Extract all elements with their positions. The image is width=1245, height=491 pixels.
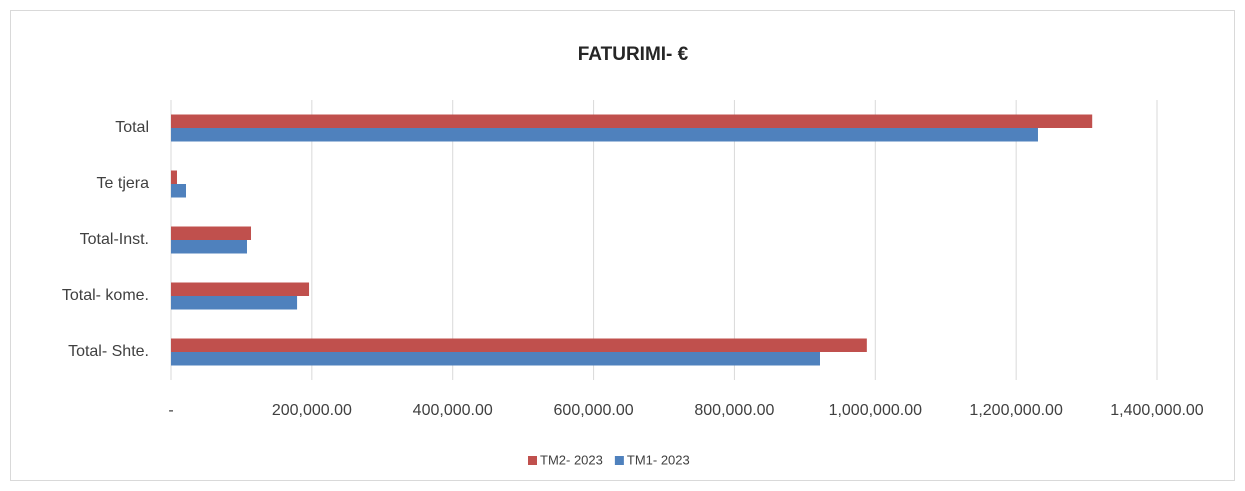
- legend-label: TM2- 2023: [540, 452, 603, 467]
- x-tick-label: 800,000.00: [694, 402, 774, 419]
- x-tick-label: 1,200,000.00: [969, 402, 1063, 419]
- y-tick-label: Total-Inst.: [80, 231, 149, 248]
- y-tick-label: Total: [115, 119, 149, 136]
- bar: [171, 226, 252, 240]
- bar: [171, 240, 247, 254]
- bar: [171, 338, 867, 352]
- y-tick-label: Total- Shte.: [68, 343, 149, 360]
- x-tick-label: 200,000.00: [272, 402, 352, 419]
- bar: [171, 184, 187, 198]
- bar: [171, 128, 1038, 142]
- legend-swatch: [528, 456, 537, 465]
- legend-swatch: [614, 456, 624, 465]
- bar: [171, 114, 1093, 128]
- x-tick-label: -: [168, 402, 173, 419]
- x-tick-label: 600,000.00: [554, 402, 634, 419]
- bar: [171, 296, 298, 310]
- y-tick-label: Total- kome.: [62, 287, 149, 304]
- bar: [171, 282, 310, 296]
- chart-title: FATURIMI- €: [578, 44, 689, 65]
- x-tick-label: 1,400,000.00: [1110, 402, 1204, 419]
- x-tick-label: 400,000.00: [413, 402, 493, 419]
- bar: [171, 170, 177, 184]
- legend-label: TM1- 2023: [627, 452, 690, 467]
- y-tick-label: Te tjera: [97, 175, 150, 192]
- bar: [171, 352, 820, 366]
- x-tick-label: 1,000,000.00: [829, 402, 923, 419]
